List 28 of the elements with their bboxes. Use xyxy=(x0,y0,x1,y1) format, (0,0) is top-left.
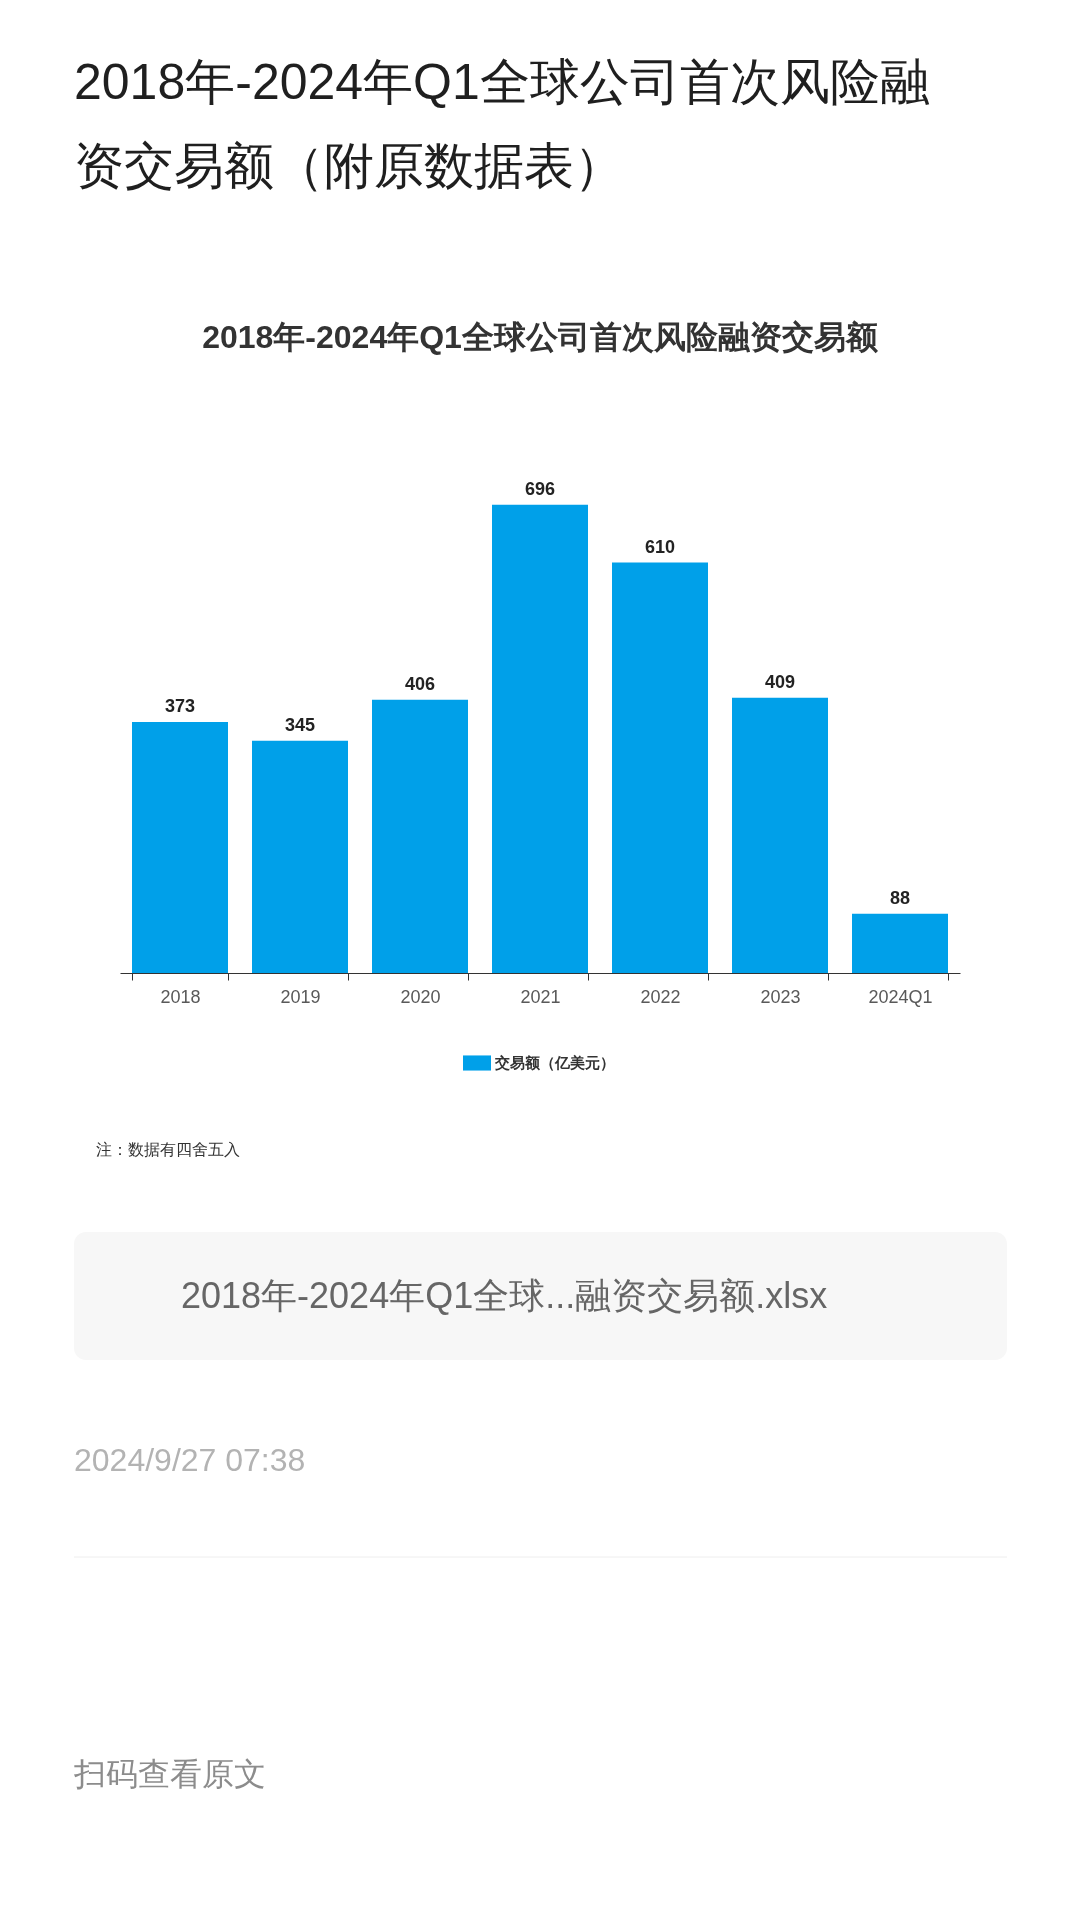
bar xyxy=(732,697,828,973)
data-label: 610 xyxy=(644,536,676,557)
text: 2018年-2024年Q1全球...融资交易额.xlsx xyxy=(181,1275,828,1316)
data-label: 696 xyxy=(524,478,556,499)
legend-label: 交易额（亿美元） xyxy=(494,1054,615,1071)
x-tick-label: 2024Q1 xyxy=(868,986,933,1007)
data-label: 88 xyxy=(889,887,911,908)
x-tick-label: 2019 xyxy=(280,986,321,1007)
chart-title: 2018年-2024年Q1全球公司首次风险融资交易额（附原数据表） xyxy=(74,54,930,194)
bar xyxy=(132,722,228,973)
data-label: 345 xyxy=(284,714,316,735)
bar xyxy=(252,740,348,973)
bar xyxy=(372,699,468,973)
text: 2024/9/27 07:38 xyxy=(74,1442,306,1478)
data-label: 373 xyxy=(164,696,196,717)
bar xyxy=(852,913,948,973)
x-tick-label: 2023 xyxy=(760,986,801,1007)
x-tick-label: 2018 xyxy=(160,986,201,1007)
x-tick-label: 2022 xyxy=(640,986,681,1007)
chart-subtitle: 2018年-2024年Q1全球公司首次风险融资交易额 xyxy=(202,319,878,355)
x-tick-label: 2020 xyxy=(400,986,441,1007)
data-label: 406 xyxy=(404,673,436,694)
text: 注：数据有四舍五入 xyxy=(96,1141,240,1158)
data-label: 409 xyxy=(764,671,796,692)
text: 扫码查看原文 xyxy=(73,1756,266,1792)
bar xyxy=(612,562,708,973)
x-tick-label: 2021 xyxy=(520,986,561,1007)
bar xyxy=(492,504,588,973)
